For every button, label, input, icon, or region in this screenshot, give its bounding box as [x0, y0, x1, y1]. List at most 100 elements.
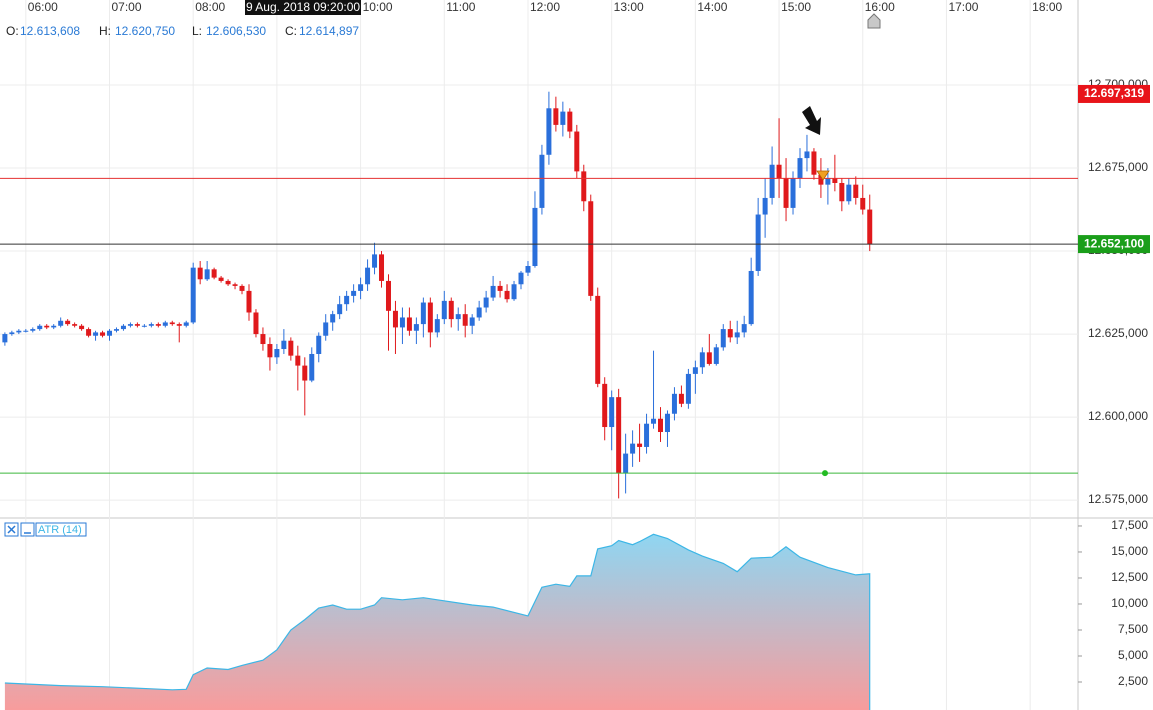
x-tick-label: 07:00 [112, 0, 142, 14]
x-tick-label: 14:00 [697, 0, 727, 14]
candle-body [288, 340, 294, 356]
y2-tick-label: 7,500 [1118, 622, 1148, 636]
candle-body [741, 324, 747, 333]
candle-body [274, 349, 280, 358]
candle-body [427, 302, 433, 333]
home-icon[interactable] [867, 13, 881, 29]
candle-body [769, 164, 775, 198]
candle-body [581, 171, 587, 202]
signal-triangle [816, 170, 830, 181]
candle-body [148, 324, 154, 326]
candle-body [399, 317, 405, 328]
candle-body [532, 207, 538, 267]
candle-body [295, 355, 301, 366]
candle-body [476, 307, 482, 318]
candle-body [51, 325, 57, 328]
price-badge-label: 12.652,100 [1084, 236, 1144, 250]
ohlc-value: 12.613,608 [20, 24, 80, 38]
indicator-minimize-button[interactable] [20, 522, 35, 537]
candle-body [567, 111, 573, 132]
x-tick-label: 08:00 [195, 0, 225, 14]
price-badge-label: 12.697,319 [1084, 86, 1144, 100]
candle-body [497, 285, 503, 291]
candle-body [302, 365, 308, 381]
candle-body [483, 297, 489, 308]
candle-body [316, 335, 322, 354]
candle-body [309, 353, 315, 381]
x-tick-label: 06:00 [28, 0, 58, 14]
candle-body [434, 319, 440, 333]
candle-body [267, 344, 273, 358]
candle-body [162, 322, 168, 326]
candle-body [281, 340, 287, 350]
candle-body [755, 214, 761, 271]
candle-body [720, 329, 726, 348]
candle-body [644, 423, 650, 447]
candle-body [839, 182, 845, 202]
candle-body [406, 317, 412, 331]
x-tick-label: 10:00 [363, 0, 393, 14]
y2-tick-label: 2,500 [1118, 674, 1148, 688]
signal-arrow [802, 106, 821, 135]
candle-body [657, 418, 663, 433]
y2-tick-label: 17,500 [1111, 518, 1148, 532]
candle-body [678, 393, 684, 404]
legend-label: ATR (14) [38, 524, 82, 536]
candle-body [553, 108, 559, 125]
candle-body [727, 329, 733, 338]
y2-tick-label: 12,500 [1111, 570, 1148, 584]
candle-body [748, 270, 754, 325]
candle-body [609, 397, 615, 428]
candle-body [818, 174, 824, 185]
candle-body [860, 197, 866, 210]
candle-body [365, 267, 371, 285]
candle-body [783, 178, 789, 208]
y-tick-label: 12.575,000 [1088, 492, 1148, 506]
candle-body [169, 322, 175, 325]
candle-body [37, 325, 43, 330]
candle-body [183, 322, 189, 326]
candle-body [776, 164, 782, 179]
candle-body [134, 324, 140, 326]
candle-body [525, 266, 531, 273]
candle-body [685, 373, 691, 404]
candle-body [93, 332, 99, 336]
ohlc-key: C: [285, 24, 297, 38]
candle-body [260, 334, 266, 345]
candle-body [225, 280, 231, 285]
candle-body [853, 184, 859, 198]
candle-body [560, 111, 566, 125]
candle-body [790, 178, 796, 208]
y2-tick-label: 5,000 [1118, 648, 1148, 662]
candle-body [358, 284, 364, 291]
atr-area [4, 534, 870, 710]
candle-body [16, 330, 22, 333]
x-tick-label: 17:00 [948, 0, 978, 14]
candle-body [455, 314, 461, 320]
candle-body [602, 383, 608, 428]
x-tick-label: 15:00 [781, 0, 811, 14]
y-tick-label: 12.675,000 [1088, 160, 1148, 174]
y2-tick-label: 10,000 [1111, 596, 1148, 610]
candle-body [734, 332, 740, 338]
candle-body [176, 324, 182, 326]
ohlc-key: L: [192, 24, 202, 38]
crosshair-date-box [245, 0, 361, 15]
candle-body [218, 277, 224, 281]
candle-body [23, 330, 29, 332]
legend-box[interactable] [35, 522, 87, 537]
candle-body [330, 314, 336, 323]
candle-body [155, 324, 161, 326]
close-icon [7, 525, 16, 534]
ohlc-value: 12.620,750 [115, 24, 175, 38]
candle-body [127, 324, 133, 326]
x-tick-label: 13:00 [614, 0, 644, 14]
candle-body [2, 334, 8, 343]
candle-body [239, 285, 245, 291]
candle-body [65, 320, 71, 325]
candle-body [72, 324, 78, 326]
candle-body [867, 209, 873, 245]
candle-body [546, 108, 552, 155]
ohlc-key: O: [6, 24, 19, 38]
